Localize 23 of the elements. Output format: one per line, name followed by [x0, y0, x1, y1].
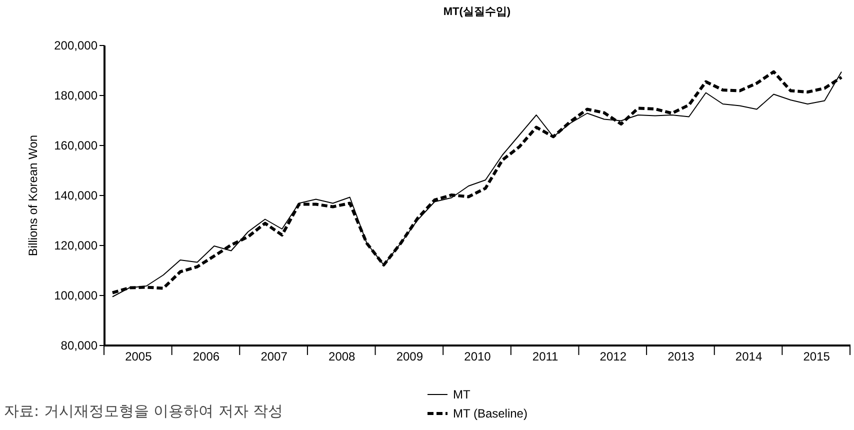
x-tick-label: 2011	[532, 350, 559, 364]
x-tick-label: 2015	[803, 350, 830, 364]
x-tick-label: 2007	[260, 350, 288, 364]
y-tick-label: 100,000	[54, 288, 98, 302]
legend-label: MT (Baseline)	[453, 406, 528, 420]
text: 자료: 거시재정모형을 이용하여 저자 작성	[4, 402, 284, 421]
chart-title: MT(실질수입)	[443, 6, 511, 18]
y-tick-label: 160,000	[54, 138, 98, 152]
y-tick-label: 140,000	[54, 188, 98, 202]
x-tick-label: 2008	[328, 350, 356, 364]
y-tick-label: 80,000	[60, 338, 98, 352]
x-tick-label: 2005	[125, 350, 152, 364]
y-tick-label: 120,000	[54, 238, 98, 252]
x-tick-label: 2013	[668, 350, 695, 364]
legend-label: MT	[453, 388, 471, 402]
y-tick-label: 180,000	[54, 88, 98, 102]
x-tick-label: 2009	[396, 350, 424, 364]
x-tick-label: 2010	[464, 350, 492, 364]
x-tick-label: 2014	[735, 350, 762, 364]
y-tick-label: 200,000	[54, 38, 98, 52]
y-axis-title: Billions of Korean Won	[26, 134, 40, 256]
x-tick-label: 2006	[192, 350, 220, 364]
x-tick-label: 2012	[600, 350, 627, 364]
